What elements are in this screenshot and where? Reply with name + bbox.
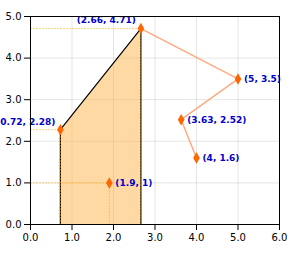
svg-text:1.0: 1.0 — [6, 177, 22, 188]
svg-text:5.0: 5.0 — [6, 11, 22, 22]
svg-text:0.0: 0.0 — [6, 219, 22, 230]
svg-text:4.0: 4.0 — [189, 232, 205, 243]
svg-text:(5, 3.5): (5, 3.5) — [244, 74, 281, 84]
svg-text:3.0: 3.0 — [6, 94, 22, 105]
svg-text:(1.9, 1): (1.9, 1) — [115, 178, 152, 188]
svg-text:5.0: 5.0 — [230, 232, 246, 243]
svg-text:(0.72, 2.28): (0.72, 2.28) — [0, 117, 55, 127]
svg-text:(4, 1.6): (4, 1.6) — [203, 153, 240, 163]
svg-text:2.0: 2.0 — [106, 232, 122, 243]
svg-text:4.0: 4.0 — [6, 52, 22, 63]
svg-text:2.0: 2.0 — [6, 136, 22, 147]
svg-text:(3.63, 2.52): (3.63, 2.52) — [187, 115, 246, 125]
svg-text:(2.66, 4.71): (2.66, 4.71) — [76, 15, 136, 26]
svg-text:1.0: 1.0 — [64, 232, 80, 243]
svg-text:0.0: 0.0 — [23, 232, 39, 243]
svg-text:6.0: 6.0 — [272, 232, 288, 243]
svg-text:3.0: 3.0 — [147, 232, 163, 243]
